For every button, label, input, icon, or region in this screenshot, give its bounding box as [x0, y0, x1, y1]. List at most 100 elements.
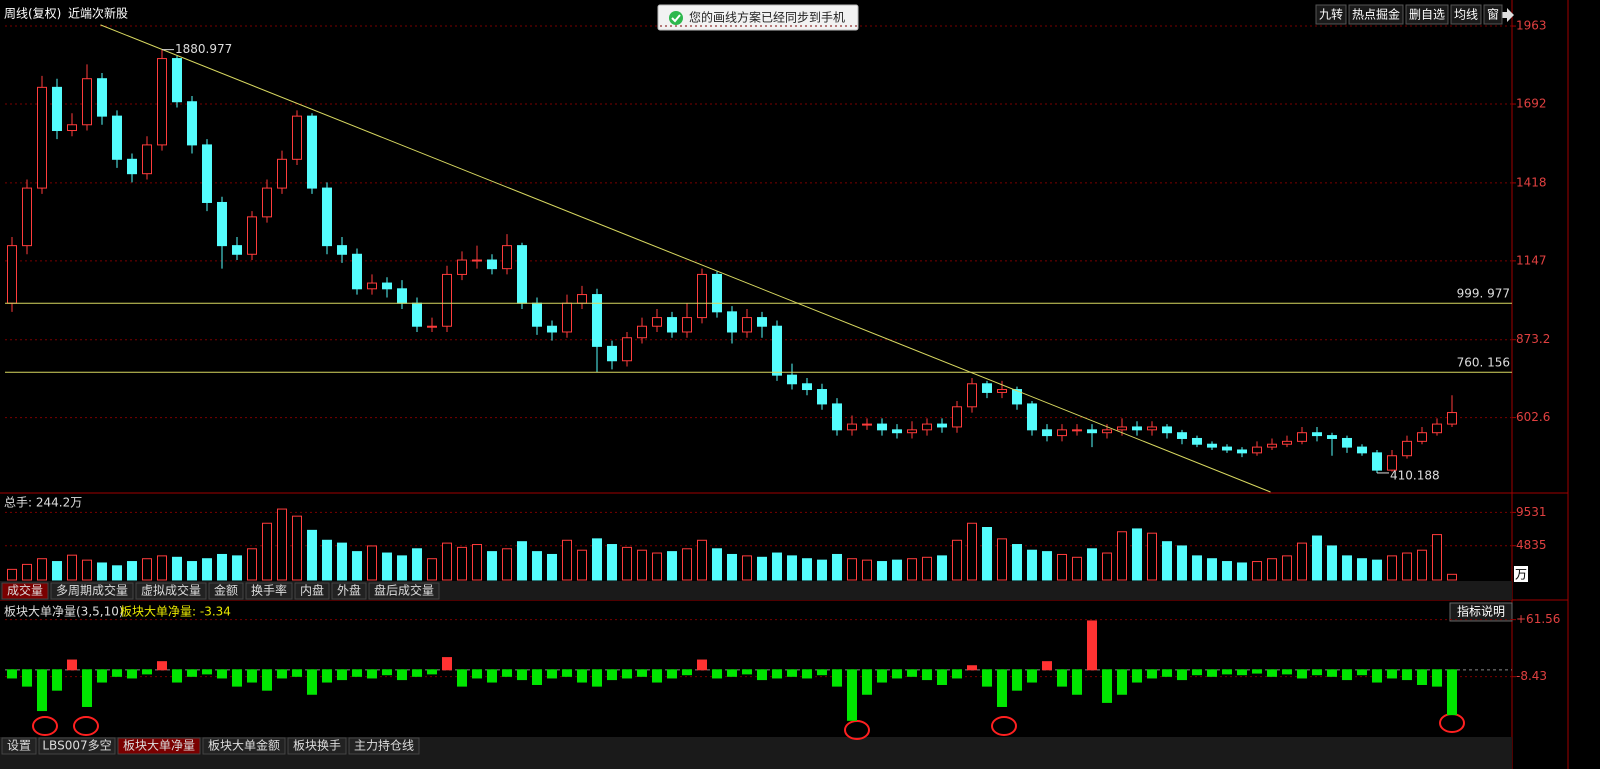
- bar: [697, 659, 707, 671]
- bar: [1297, 669, 1307, 679]
- candle-body: [1372, 452, 1382, 471]
- bar: [292, 515, 302, 581]
- bar: [517, 669, 527, 681]
- bar: [1252, 669, 1262, 674]
- tab-label[interactable]: 成交量: [7, 583, 43, 598]
- candle-body: [1147, 426, 1157, 431]
- toolbar-button-label[interactable]: 热点掘金: [1352, 7, 1400, 22]
- bar: [367, 545, 377, 581]
- bar: [1402, 669, 1412, 681]
- toolbar-button-label[interactable]: 删自选: [1409, 8, 1445, 22]
- tab[interactable]: [135, 582, 207, 600]
- candle-body: [1237, 449, 1247, 454]
- bar: [817, 559, 827, 581]
- tab[interactable]: [368, 582, 440, 600]
- bar: [1027, 549, 1037, 581]
- tab-label[interactable]: 板块大单净量: [123, 739, 195, 753]
- tab-label[interactable]: 盘后成交量: [374, 583, 434, 598]
- candle-body: [292, 115, 302, 160]
- tab[interactable]: [348, 737, 420, 755]
- bar: [1147, 669, 1157, 679]
- bar: [667, 669, 677, 679]
- candle-body: [1177, 432, 1187, 439]
- tab-label[interactable]: 多周期成交量: [56, 583, 128, 598]
- exit-icon[interactable]: [1500, 8, 1514, 22]
- toolbar-button-label[interactable]: 均线: [1454, 8, 1478, 22]
- toolbar-button[interactable]: [1483, 4, 1503, 25]
- candle-body: [1162, 426, 1172, 434]
- volume-unit: 万: [1515, 568, 1527, 582]
- indicator-label: 板块大单净量(3,5,10): [4, 605, 124, 619]
- tab-label[interactable]: 板块大单金额: [208, 738, 280, 753]
- bar: [1057, 669, 1067, 687]
- candle-body: [202, 144, 212, 203]
- tab-label[interactable]: 外盘: [337, 583, 361, 598]
- toolbar-button-label[interactable]: 九转: [1319, 7, 1343, 22]
- candle-body: [262, 187, 272, 218]
- y-tick-label: 1147: [1516, 253, 1547, 267]
- indicator-help-button[interactable]: [1449, 602, 1513, 622]
- tab-label[interactable]: LBS007多空: [42, 739, 111, 753]
- candle-body: [307, 115, 317, 189]
- bar: [1357, 558, 1367, 581]
- candle-body: [277, 158, 287, 189]
- horizontal-line-label: 760. 156: [1457, 356, 1510, 370]
- candle-body: [1222, 446, 1232, 451]
- candle-body: [742, 317, 752, 333]
- tab[interactable]: [331, 582, 367, 600]
- bar: [1237, 562, 1247, 581]
- tab-label[interactable]: 内盘: [300, 583, 324, 598]
- notification: [657, 4, 859, 31]
- bar: [1177, 545, 1187, 581]
- tab[interactable]: [287, 737, 347, 755]
- bar: [562, 539, 572, 581]
- bar: [1012, 669, 1022, 691]
- tab-label[interactable]: 主力持仓线: [354, 738, 414, 753]
- tab-label[interactable]: 板块换手: [293, 739, 341, 753]
- tab[interactable]: [38, 737, 116, 755]
- bar: [532, 669, 542, 685]
- bar: [67, 659, 77, 671]
- bar: [772, 552, 782, 581]
- tab[interactable]: [208, 582, 244, 600]
- tab[interactable]: [50, 582, 134, 600]
- tab-label[interactable]: 设置: [7, 739, 31, 753]
- notification-text: 您的画线方案已经同步到手机: [689, 10, 845, 25]
- toolbar-button[interactable]: [1348, 4, 1404, 25]
- toolbar-button[interactable]: [1405, 4, 1449, 25]
- toolbar-button-label[interactable]: 窗: [1487, 8, 1499, 22]
- bar: [1132, 669, 1142, 683]
- tab[interactable]: [202, 737, 286, 755]
- toolbar-button[interactable]: [1450, 4, 1482, 25]
- candle-body: [1267, 443, 1277, 448]
- indicator-help-text[interactable]: 指标说明: [1457, 604, 1505, 619]
- candle-body: [682, 317, 692, 333]
- bar: [832, 553, 842, 581]
- candle-body: [232, 245, 242, 255]
- bar: [697, 539, 707, 581]
- tab[interactable]: [1, 737, 37, 755]
- bar: [292, 669, 302, 677]
- tab[interactable]: [294, 582, 330, 600]
- bar: [832, 669, 842, 687]
- bar: [232, 669, 242, 687]
- bar: [37, 669, 47, 712]
- bar: [277, 508, 287, 581]
- bar: [397, 555, 407, 581]
- tab-label[interactable]: 虚拟成交量: [141, 583, 201, 598]
- bar: [1222, 669, 1232, 675]
- bar: [7, 568, 17, 581]
- tab[interactable]: [245, 582, 293, 600]
- bar: [112, 565, 122, 581]
- bar: [727, 669, 737, 677]
- candle-body: [172, 58, 182, 103]
- bar: [1447, 669, 1457, 716]
- bar: [952, 539, 962, 581]
- tab-label[interactable]: 金额: [214, 583, 238, 598]
- bar: [997, 669, 1007, 707]
- tab[interactable]: [117, 737, 201, 755]
- tab[interactable]: [1, 582, 49, 600]
- toolbar-button[interactable]: [1315, 4, 1347, 25]
- tab-label[interactable]: 换手率: [251, 583, 287, 598]
- check-icon: [669, 11, 683, 25]
